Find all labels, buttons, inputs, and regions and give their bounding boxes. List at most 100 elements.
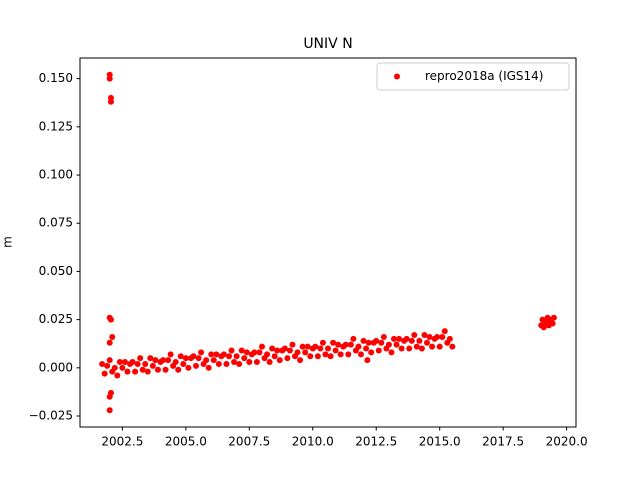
data-point — [106, 339, 113, 346]
data-point — [226, 353, 233, 360]
data-point — [107, 316, 114, 323]
y-tick-label: 0.100 — [39, 168, 73, 182]
data-point — [162, 366, 169, 373]
data-point — [107, 98, 114, 105]
data-point — [121, 359, 128, 366]
data-point — [398, 345, 405, 352]
data-point — [307, 353, 314, 360]
data-point — [304, 343, 311, 350]
data-point — [345, 351, 352, 358]
x-tick-label: 2015.0 — [419, 435, 461, 449]
data-point — [294, 349, 301, 356]
x-tick-label: 2012.5 — [355, 435, 397, 449]
data-point — [241, 355, 248, 362]
data-point — [330, 339, 337, 346]
data-point — [205, 364, 212, 371]
y-tick-label: −0.025 — [29, 409, 73, 423]
data-point — [111, 364, 118, 371]
data-point — [413, 343, 420, 350]
data-point — [213, 351, 220, 358]
legend-label: repro2018a (IGS14) — [425, 69, 543, 83]
data-point — [264, 351, 271, 358]
data-point — [154, 366, 161, 373]
data-point — [253, 359, 260, 366]
data-point — [177, 353, 184, 360]
data-point — [436, 343, 443, 350]
data-point — [317, 345, 324, 352]
data-point — [106, 393, 113, 400]
y-tick-label: 0.050 — [39, 264, 73, 278]
data-point — [421, 332, 428, 339]
data-point — [276, 357, 283, 364]
data-point — [106, 357, 113, 364]
data-point — [312, 343, 319, 350]
data-point — [429, 343, 436, 350]
data-point — [220, 351, 227, 358]
data-point — [357, 351, 364, 358]
data-point — [182, 355, 189, 362]
data-point — [347, 341, 354, 348]
data-point — [418, 345, 425, 352]
data-point — [289, 341, 296, 348]
data-point — [129, 359, 136, 366]
data-point — [281, 345, 288, 352]
data-point — [385, 341, 392, 348]
data-point — [165, 357, 172, 364]
data-point — [246, 359, 253, 366]
data-point — [185, 364, 192, 371]
data-point — [134, 360, 141, 367]
data-point — [269, 345, 276, 352]
data-point — [172, 359, 179, 366]
data-point — [109, 333, 116, 340]
data-point — [228, 347, 235, 354]
data-point — [147, 355, 154, 362]
data-point — [355, 343, 362, 350]
data-point — [388, 349, 395, 356]
data-point — [142, 360, 149, 367]
data-point — [335, 341, 342, 348]
y-tick-label: 0.075 — [39, 216, 73, 230]
data-point — [238, 347, 245, 354]
data-point — [350, 335, 357, 342]
data-point — [233, 353, 240, 360]
data-point — [208, 351, 215, 358]
data-point — [380, 333, 387, 340]
data-point — [423, 339, 430, 346]
data-point — [190, 353, 197, 360]
data-point — [119, 364, 126, 371]
data-point — [106, 407, 113, 414]
legend-box — [376, 62, 570, 91]
data-point — [378, 339, 385, 346]
y-axis-label: m — [1, 236, 15, 248]
data-point — [332, 347, 339, 354]
data-point — [223, 360, 230, 367]
data-point — [259, 343, 266, 350]
data-point — [104, 362, 111, 369]
data-point — [439, 333, 446, 340]
data-point — [368, 349, 375, 356]
data-point — [325, 345, 331, 352]
data-point — [375, 347, 382, 354]
data-point — [251, 349, 258, 356]
data-point — [160, 357, 167, 364]
data-point — [152, 357, 159, 364]
x-tick-label: 2005.0 — [165, 435, 207, 449]
data-point — [124, 368, 131, 375]
data-point — [106, 75, 113, 82]
data-point — [236, 360, 243, 367]
data-point — [139, 366, 146, 373]
data-point — [449, 343, 456, 350]
data-point — [175, 366, 182, 373]
data-point — [360, 337, 367, 344]
data-point — [132, 368, 139, 375]
data-point — [215, 360, 222, 367]
data-point — [302, 349, 309, 356]
data-point — [327, 353, 334, 360]
data-point — [322, 351, 329, 358]
data-point — [396, 335, 403, 342]
data-point — [416, 337, 423, 344]
data-point — [243, 349, 250, 356]
data-point — [446, 335, 453, 342]
data-point — [284, 355, 291, 362]
